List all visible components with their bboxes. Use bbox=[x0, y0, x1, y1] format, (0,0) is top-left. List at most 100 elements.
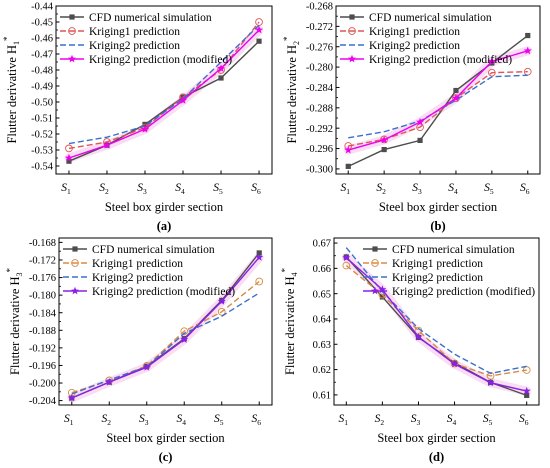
legend-marker bbox=[371, 286, 379, 295]
series-line bbox=[71, 280, 260, 394]
y-tick-label: 0.63 bbox=[313, 340, 331, 351]
series-4 bbox=[67, 253, 264, 402]
series-2 bbox=[65, 18, 263, 153]
legend-entry: Kriging2 prediction (modified) bbox=[60, 54, 232, 66]
data-point bbox=[342, 261, 351, 270]
legend-entry: Kriging2 prediction bbox=[340, 40, 460, 52]
series-line bbox=[347, 34, 529, 167]
legend-entry: Kriging2 prediction bbox=[63, 272, 183, 284]
x-tick-label: S6 bbox=[519, 413, 529, 427]
panel-label: (b) bbox=[430, 219, 445, 233]
y-tick-label: -0.292 bbox=[306, 124, 333, 135]
y-tick-label: -0.48 bbox=[31, 66, 53, 77]
legend-entry: Kriging2 prediction bbox=[363, 272, 483, 284]
legend-entry: Kriging2 prediction bbox=[60, 40, 180, 52]
y-tick-label: -0.51 bbox=[31, 114, 53, 125]
data-point bbox=[67, 393, 76, 402]
legend-label: Kriging2 prediction bbox=[392, 272, 483, 284]
data-point bbox=[255, 25, 264, 34]
data-point bbox=[487, 57, 496, 65]
legend-entry: Kriging2 prediction (modified) bbox=[63, 286, 235, 298]
y-tick-label: -0.288 bbox=[306, 103, 333, 114]
y-tick-label: 0.64 bbox=[313, 315, 332, 326]
chart-panel-3: -0.204 -0.200 -0.196 -0.192 -0.188 -0.184 -0.1… bbox=[5, 237, 273, 464]
data-point bbox=[141, 125, 149, 133]
series-4 bbox=[344, 46, 532, 154]
chart-panel-4: 0.61 0.62 0.63 0.64 0.65 0.66 0.67 S1 S2 S3 S4 S5 S6… bbox=[280, 237, 540, 464]
data-point bbox=[525, 32, 531, 39]
series-4 bbox=[342, 253, 531, 395]
data-point bbox=[217, 64, 226, 72]
legend-marker bbox=[349, 14, 355, 20]
y-axis-title: Flutter derivative H2* bbox=[282, 36, 301, 144]
x-axis-title: Steel box girder section bbox=[105, 200, 224, 214]
y-tick-label: 0.65 bbox=[313, 289, 331, 300]
y-tick-label: 0.67 bbox=[313, 239, 331, 250]
data-point bbox=[522, 386, 531, 395]
legend-label: Kriging2 prediction (modified) bbox=[89, 54, 232, 66]
x-tick-label: S3 bbox=[139, 413, 149, 427]
x-tick-label: S5 bbox=[214, 413, 224, 427]
y-tick-label: -0.200 bbox=[29, 379, 56, 390]
x-tick-label: S5 bbox=[483, 413, 493, 427]
legend-label: CFD numerical simulation bbox=[369, 12, 492, 24]
panel-label: (d) bbox=[429, 450, 444, 464]
legend-entry: CFD numerical simulation bbox=[63, 244, 215, 256]
legend-entry: Kriging2 prediction (modified) bbox=[340, 54, 512, 66]
plot-frame bbox=[335, 5, 541, 175]
legend-marker bbox=[71, 286, 79, 295]
legend-entry: CFD numerical simulation bbox=[363, 244, 515, 256]
data-point bbox=[450, 359, 459, 368]
y-tick-label: -0.172 bbox=[29, 256, 56, 267]
data-point bbox=[453, 87, 459, 94]
y-tick-label: -0.284 bbox=[306, 83, 334, 94]
y-tick-label: -0.47 bbox=[31, 50, 53, 61]
legend-label: Kriging1 prediction bbox=[369, 26, 460, 38]
y-tick-label: -0.196 bbox=[29, 361, 56, 372]
legend-marker bbox=[348, 27, 356, 35]
y-tick-label: -0.45 bbox=[31, 18, 53, 29]
legend-marker bbox=[371, 259, 379, 267]
series-line bbox=[348, 70, 528, 147]
legend-label: Kriging2 prediction (modified) bbox=[369, 54, 512, 66]
plot-frame bbox=[333, 237, 540, 406]
legend-entry: Kriging2 prediction (modified) bbox=[363, 286, 535, 298]
y-axis-title: Flutter derivative H3* bbox=[5, 267, 24, 375]
data-point bbox=[523, 46, 532, 55]
legend-marker bbox=[72, 246, 78, 252]
data-point bbox=[451, 93, 460, 102]
data-point bbox=[344, 145, 353, 154]
y-tick-label: -0.53 bbox=[31, 146, 53, 157]
y-tick-label: -0.168 bbox=[29, 238, 56, 249]
data-point bbox=[379, 294, 385, 300]
x-tick-label: S1 bbox=[339, 413, 349, 427]
data-point bbox=[255, 253, 264, 261]
series-line bbox=[345, 257, 527, 392]
y-tick-label: -0.52 bbox=[31, 130, 53, 141]
plot-frame bbox=[55, 5, 273, 175]
data-point bbox=[64, 153, 73, 162]
x-tick-label: S2 bbox=[102, 413, 112, 427]
data-point bbox=[66, 158, 72, 164]
y-tick-label: -0.280 bbox=[306, 63, 333, 74]
data-point bbox=[486, 378, 495, 387]
legend-entry: Kriging1 prediction bbox=[363, 258, 483, 270]
chart-panel-2: -0.300 -0.296 -0.292 -0.288 -0.284 -0.280 -0.2… bbox=[282, 2, 541, 233]
series-line bbox=[68, 29, 260, 159]
y-tick-label: -0.46 bbox=[31, 34, 53, 45]
legend-label: CFD numerical simulation bbox=[89, 12, 212, 24]
y-tick-label: -0.176 bbox=[29, 273, 56, 284]
y-tick-label: -0.296 bbox=[306, 144, 333, 155]
data-point bbox=[255, 277, 264, 286]
series-line bbox=[71, 292, 260, 395]
legend-marker bbox=[69, 14, 75, 20]
series-3 bbox=[71, 292, 260, 395]
y-tick-label: -0.54 bbox=[31, 162, 54, 173]
y-tick-label: -0.49 bbox=[31, 82, 53, 93]
data-point bbox=[345, 163, 351, 169]
data-point bbox=[218, 75, 224, 81]
y-tick-label: -0.272 bbox=[306, 22, 333, 33]
x-tick-label: S6 bbox=[520, 182, 530, 196]
legend-label: Kriging1 prediction bbox=[89, 26, 180, 38]
